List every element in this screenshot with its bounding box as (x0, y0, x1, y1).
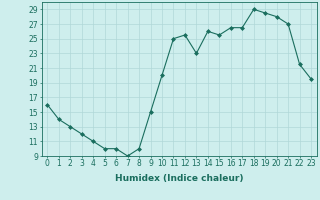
X-axis label: Humidex (Indice chaleur): Humidex (Indice chaleur) (115, 174, 244, 183)
